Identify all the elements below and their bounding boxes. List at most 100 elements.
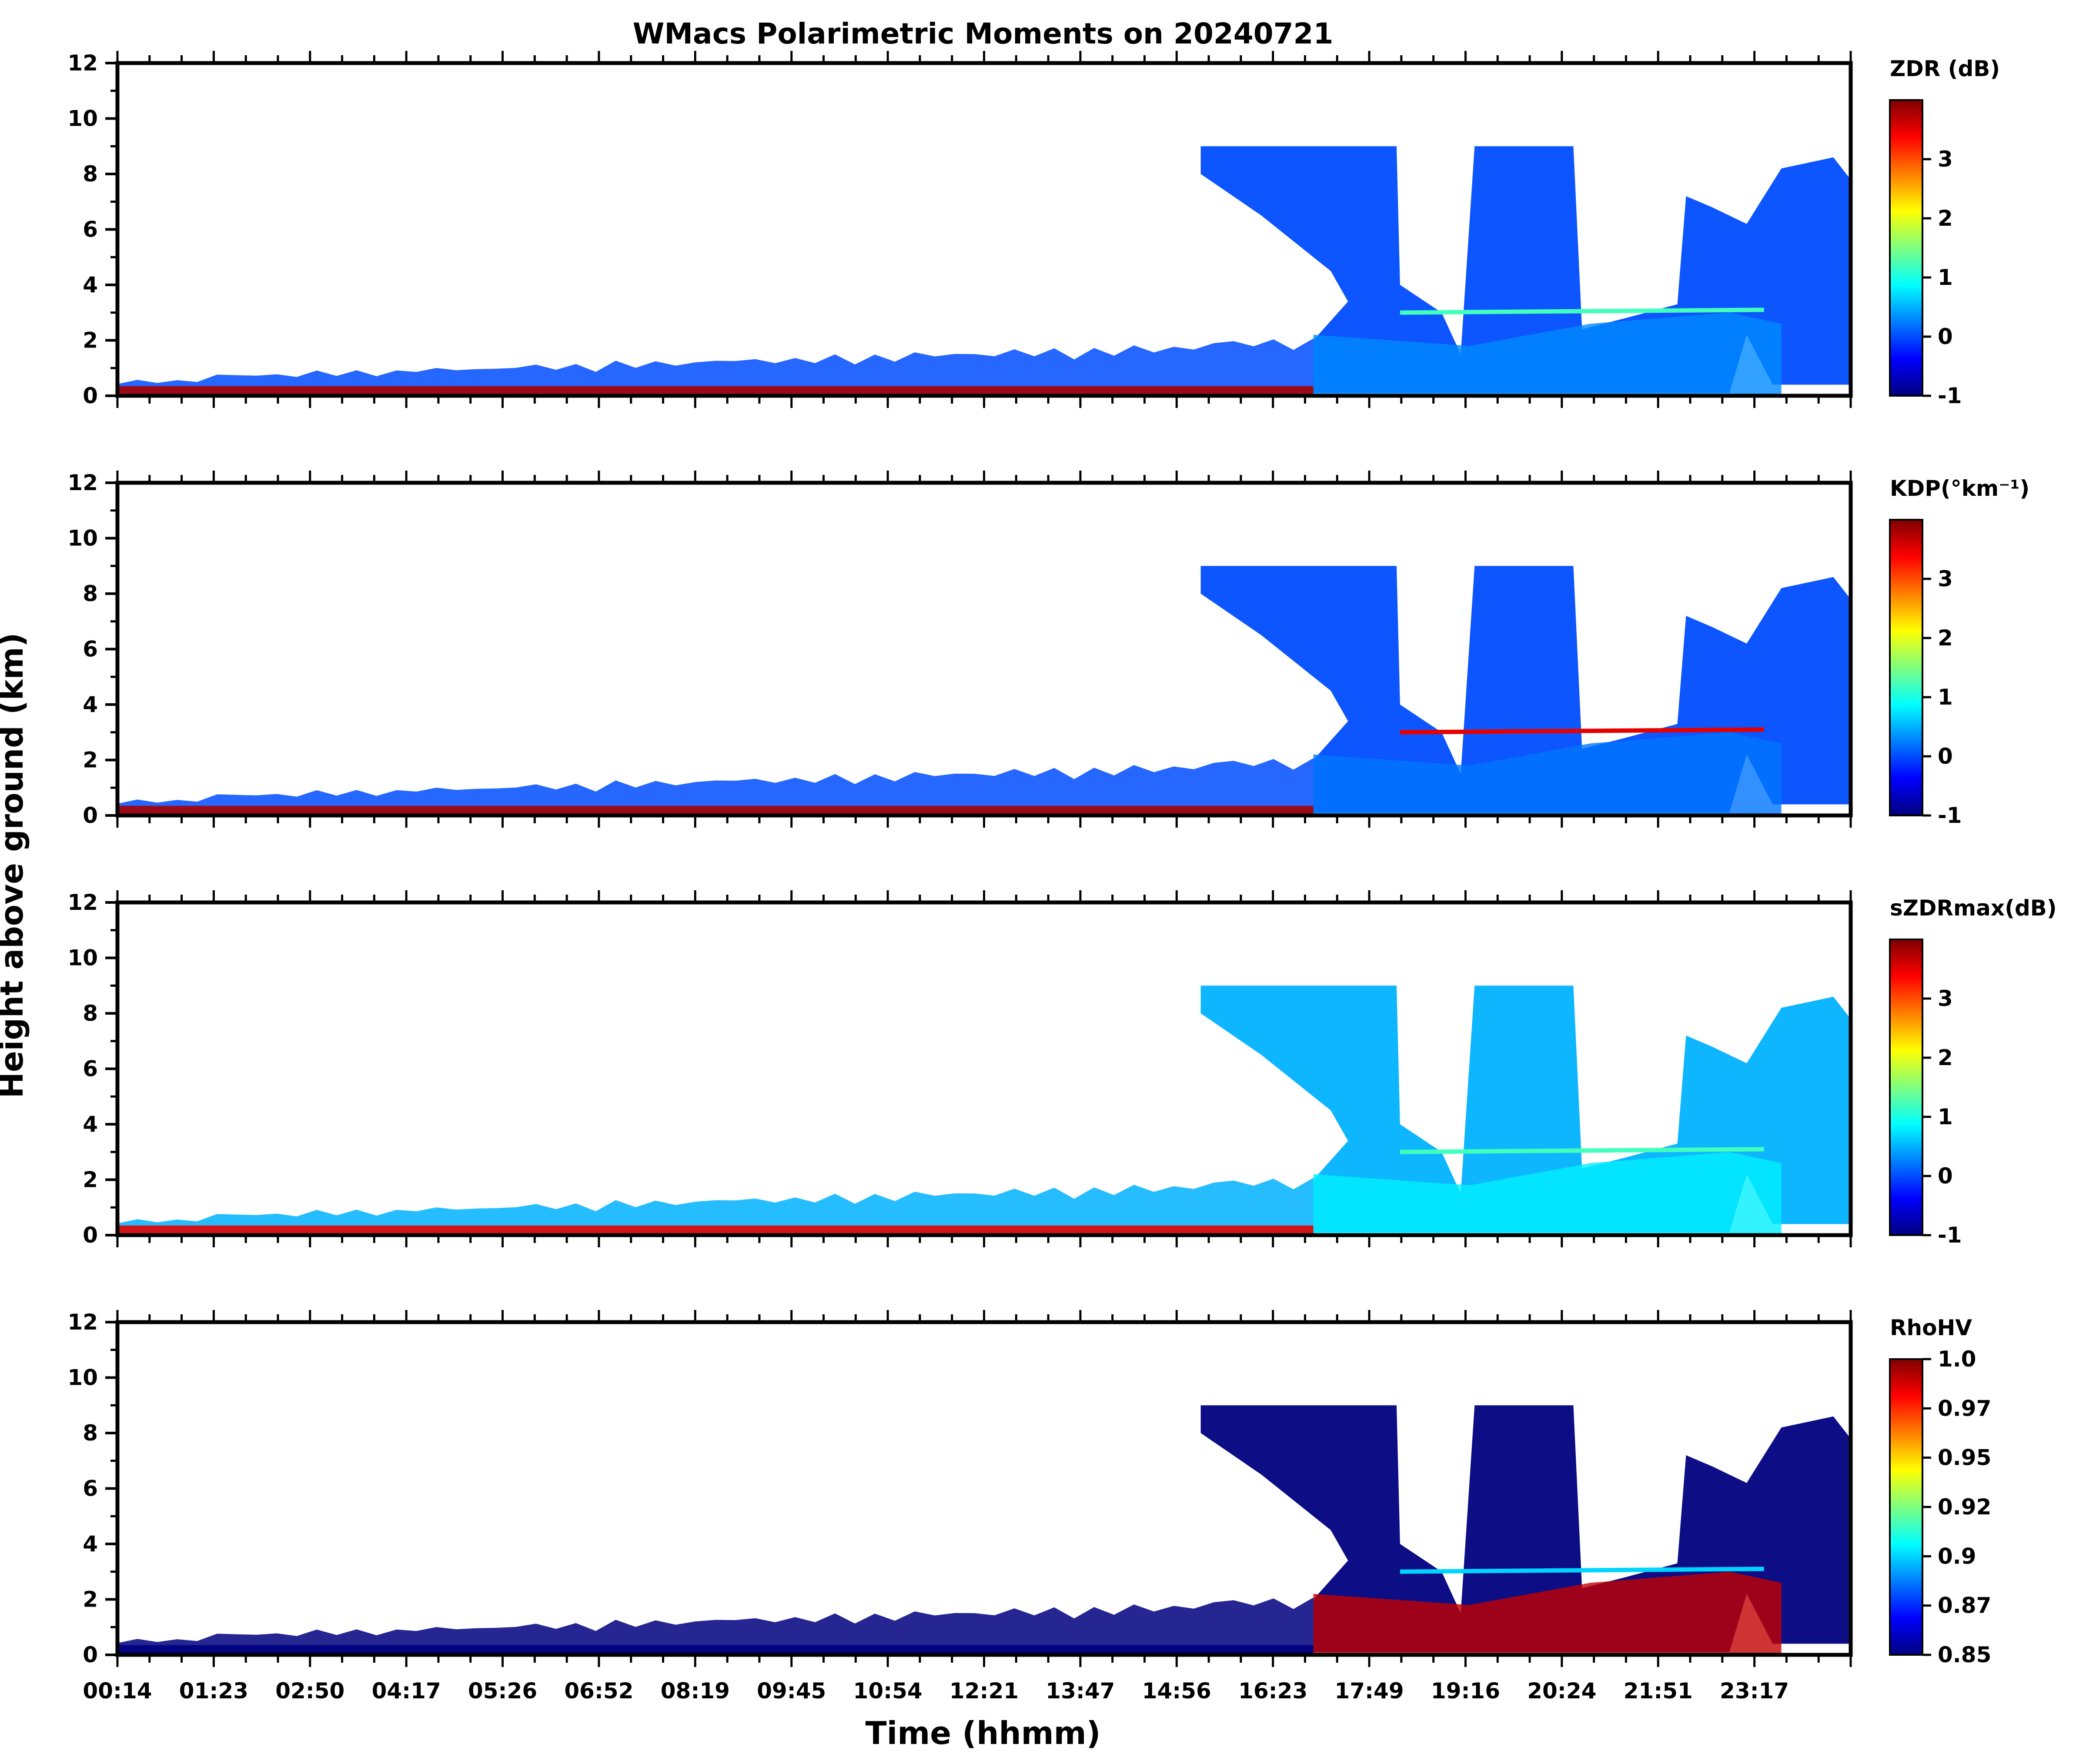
szdrmax-lower-echo bbox=[1313, 1152, 1782, 1234]
rhohv-echo-field bbox=[117, 1405, 1851, 1655]
kdp-colorbar-tick-label: 0 bbox=[1938, 744, 1953, 769]
x-tick-label: 12:21 bbox=[949, 1678, 1019, 1704]
kdp-colorbar bbox=[1889, 519, 1923, 816]
x-axis-label: Time (hhmm) bbox=[865, 1715, 1100, 1751]
zdr-surface-layer bbox=[117, 386, 1314, 396]
kdp-colorbar-tick-label: 1 bbox=[1938, 685, 1953, 710]
zdr-ytick-label: 0 bbox=[83, 383, 98, 408]
x-tick-label: 02:50 bbox=[275, 1678, 344, 1704]
rhohv-ytick-label: 4 bbox=[83, 1531, 98, 1557]
szdrmax-ytick-label: 4 bbox=[83, 1112, 98, 1137]
rhohv-colorbar bbox=[1889, 1358, 1923, 1656]
kdp-ytick-label: 10 bbox=[67, 526, 98, 551]
szdrmax-colorbar-tick-label: 2 bbox=[1938, 1045, 1953, 1070]
kdp-ytick-label: 8 bbox=[83, 581, 98, 606]
kdp-ytick-label: 0 bbox=[83, 803, 98, 828]
zdr-ytick-label: 2 bbox=[83, 328, 98, 353]
szdrmax-colorbar-tick-label: 0 bbox=[1938, 1163, 1953, 1189]
kdp-ytick-label: 2 bbox=[83, 748, 98, 773]
szdrmax-melting-layer bbox=[1400, 1147, 1764, 1154]
rhohv-ytick-label: 12 bbox=[67, 1310, 98, 1335]
x-tick-label: 19:16 bbox=[1431, 1678, 1500, 1704]
szdrmax-ytick-label: 10 bbox=[67, 945, 98, 971]
rhohv-ytick-label: 10 bbox=[67, 1365, 98, 1390]
zdr-colorbar bbox=[1889, 99, 1923, 397]
rhohv-boundary-layer bbox=[117, 1597, 1314, 1655]
zdr-colorbar-tick-label: 2 bbox=[1938, 206, 1953, 231]
x-tick-label: 05:26 bbox=[468, 1678, 537, 1704]
zdr-ytick-label: 8 bbox=[83, 161, 98, 187]
rhohv-colorbar-tick-label: 0.9 bbox=[1938, 1544, 1976, 1569]
zdr-colorbar-tick-label: -1 bbox=[1938, 383, 1962, 408]
kdp-melting-layer bbox=[1400, 727, 1764, 735]
szdrmax-colorbar-title: sZDRmax(dB) bbox=[1890, 895, 2057, 921]
zdr-melting-layer bbox=[1400, 307, 1764, 315]
x-tick-label: 08:19 bbox=[661, 1678, 730, 1704]
szdrmax-colorbar bbox=[1889, 939, 1923, 1236]
szdrmax-colorbar-tick-label: -1 bbox=[1938, 1223, 1962, 1248]
szdrmax-ytick-label: 6 bbox=[83, 1056, 98, 1082]
x-tick-label: 00:14 bbox=[83, 1678, 152, 1704]
zdr-echo-field bbox=[117, 146, 1851, 396]
szdrmax-echo-field bbox=[117, 986, 1851, 1235]
szdrmax-ytick-label: 2 bbox=[83, 1167, 98, 1193]
rhohv-colorbar-tick-label: 0.87 bbox=[1938, 1593, 1991, 1618]
kdp-colorbar-tick-label: 2 bbox=[1938, 625, 1953, 651]
rhohv-colorbar-tick-label: 0.85 bbox=[1938, 1642, 1991, 1667]
x-tick-label: 10:54 bbox=[853, 1678, 923, 1704]
chart-title: WMacs Polarimetric Moments on 20240721 bbox=[633, 17, 1334, 50]
szdrmax-ytick-label: 8 bbox=[83, 1001, 98, 1026]
rhohv-colorbar-tick-label: 0.95 bbox=[1938, 1445, 1991, 1470]
rhohv-lower-echo bbox=[1313, 1571, 1782, 1654]
szdrmax-ytick-label: 0 bbox=[83, 1223, 98, 1248]
rhohv-colorbar-title: RhoHV bbox=[1890, 1315, 1972, 1340]
zdr-colorbar-tick-label: 0 bbox=[1938, 324, 1953, 349]
rhohv-ytick-label: 8 bbox=[83, 1420, 98, 1446]
rhohv-melting-layer bbox=[1400, 1567, 1764, 1574]
zdr-colorbar-tick-label: 3 bbox=[1938, 147, 1953, 172]
x-tick-label: 13:47 bbox=[1046, 1678, 1115, 1704]
kdp-colorbar-title: KDP(°km⁻¹) bbox=[1890, 476, 2029, 501]
kdp-colorbar-tick-label: 3 bbox=[1938, 566, 1953, 591]
x-tick-label: 20:24 bbox=[1527, 1678, 1596, 1704]
szdrmax-ytick-label: 12 bbox=[67, 890, 98, 915]
rhohv-ytick-label: 0 bbox=[83, 1642, 98, 1667]
zdr-colorbar-title: ZDR (dB) bbox=[1890, 56, 2000, 81]
x-tick-label: 01:23 bbox=[179, 1678, 248, 1704]
x-tick-label: 16:23 bbox=[1238, 1678, 1307, 1704]
zdr-colorbar-tick-label: 1 bbox=[1938, 265, 1953, 290]
szdrmax-colorbar-tick-label: 1 bbox=[1938, 1104, 1953, 1129]
szdrmax-boundary-layer bbox=[117, 1178, 1314, 1235]
x-tick-label: 23:17 bbox=[1720, 1678, 1789, 1704]
kdp-ytick-label: 12 bbox=[67, 470, 98, 495]
kdp-echo-field bbox=[117, 566, 1851, 815]
rhohv-colorbar-tick-label: 1.0 bbox=[1938, 1346, 1976, 1372]
szdrmax-colorbar-tick-label: 3 bbox=[1938, 986, 1953, 1011]
rhohv-colorbar-tick-label: 0.92 bbox=[1938, 1494, 1991, 1520]
zdr-boundary-layer bbox=[117, 338, 1314, 396]
kdp-lower-echo bbox=[1313, 732, 1782, 814]
x-tick-label: 06:52 bbox=[564, 1678, 633, 1704]
kdp-ytick-label: 6 bbox=[83, 637, 98, 662]
kdp-ytick-label: 4 bbox=[83, 692, 98, 717]
x-tick-label: 09:45 bbox=[757, 1678, 826, 1704]
rhohv-colorbar-tick-label: 0.97 bbox=[1938, 1396, 1991, 1421]
szdrmax-surface-layer bbox=[117, 1225, 1314, 1235]
rhohv-ytick-label: 2 bbox=[83, 1587, 98, 1612]
zdr-lower-echo bbox=[1313, 312, 1782, 394]
zdr-ytick-label: 6 bbox=[83, 217, 98, 242]
x-tick-label: 21:51 bbox=[1624, 1678, 1693, 1704]
y-axis-label: Height above ground (km) bbox=[0, 633, 30, 1099]
panel-rhohv: 0 2 4 6 8 10 12 00:14 01:23 02:50 04:17 05:26 06:52 0… bbox=[67, 1310, 1991, 1704]
kdp-colorbar-tick-label: -1 bbox=[1938, 803, 1962, 828]
kdp-surface-layer bbox=[117, 805, 1314, 815]
zdr-ytick-label: 4 bbox=[83, 272, 98, 297]
rhohv-ytick-label: 6 bbox=[83, 1476, 98, 1501]
kdp-boundary-layer bbox=[117, 758, 1314, 815]
x-tick-label: 14:56 bbox=[1142, 1678, 1211, 1704]
x-tick-label: 17:49 bbox=[1334, 1678, 1404, 1704]
